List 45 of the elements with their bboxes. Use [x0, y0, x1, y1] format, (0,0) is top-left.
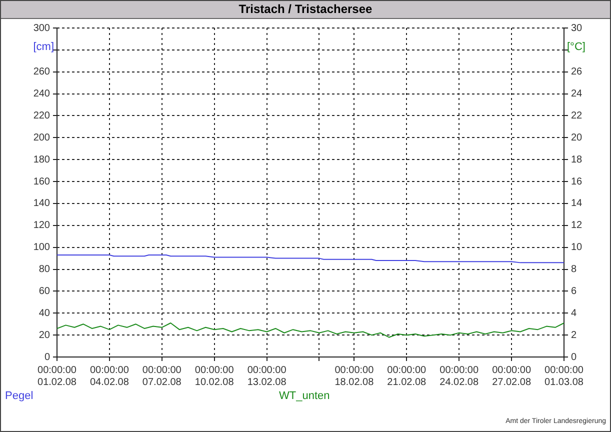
y2-tick-label: 0: [571, 352, 577, 363]
x-tick-label: 00:00:00 01.03.08: [544, 364, 584, 388]
y2-tick-label: 8: [571, 264, 577, 276]
y-axis-title: [cm]: [33, 41, 54, 53]
y2-tick-label: 4: [571, 308, 577, 319]
text: WT_unten: [279, 390, 330, 402]
y-tick-label: 160: [33, 176, 50, 188]
x-tick-label: 00:00:00 10.02.08: [194, 364, 234, 388]
y-tick-label: 0: [44, 352, 50, 363]
y-tick-label: 240: [33, 88, 50, 100]
y-tick-label: 80: [38, 264, 50, 276]
y-tick-label: 300: [33, 22, 50, 34]
x-tick-label: 00:00:00 07.02.08: [142, 364, 182, 388]
x-tick-label: 00:00:00 13.02.08: [247, 364, 287, 388]
y2-tick-label: 10: [571, 242, 583, 254]
x-tick-label: 00:00:00 04.02.08: [90, 364, 130, 388]
y-tick-label: 220: [33, 110, 50, 122]
x-tick-label: 00:00:00 18.02.08: [334, 364, 374, 388]
y-tick-label: 200: [33, 132, 50, 144]
y-tick-label: 20: [38, 330, 50, 341]
x-tick-label: 00:00:00 24.02.08: [440, 364, 479, 388]
y2-tick-label: 26: [571, 66, 583, 78]
y-tick-label: 120: [33, 220, 50, 232]
x-tick-label: 00:00:00 01.02.08: [38, 364, 77, 388]
y2-axis-title: [°C]: [567, 41, 586, 53]
y-tick-label: 40: [38, 308, 50, 319]
y2-tick-label: 12: [571, 220, 583, 232]
chart-title: Tristach / Tristachersee: [1, 1, 610, 19]
y-tick-label: 260: [33, 66, 50, 78]
y2-tick-label: 20: [571, 132, 583, 144]
x-tick-label: 00:00:00 27.02.08: [492, 364, 532, 388]
y2-tick-label: 6: [571, 286, 577, 297]
y2-tick-label: 16: [571, 176, 583, 188]
x-tick-label: 00:00:00 21.02.08: [387, 364, 427, 388]
y2-tick-label: 14: [571, 198, 583, 210]
y-tick-label: 100: [33, 242, 50, 254]
y2-tick-label: 2: [571, 330, 577, 341]
y-tick-label: 60: [38, 286, 50, 297]
y-tick-label: 140: [33, 198, 50, 210]
y2-tick-label: 24: [571, 88, 583, 100]
y2-tick-label: 18: [571, 154, 583, 166]
y2-tick-label: 30: [571, 22, 583, 34]
text: Pegel: [5, 390, 34, 402]
y2-tick-label: 22: [571, 110, 583, 122]
y-tick-label: 180: [33, 154, 50, 166]
